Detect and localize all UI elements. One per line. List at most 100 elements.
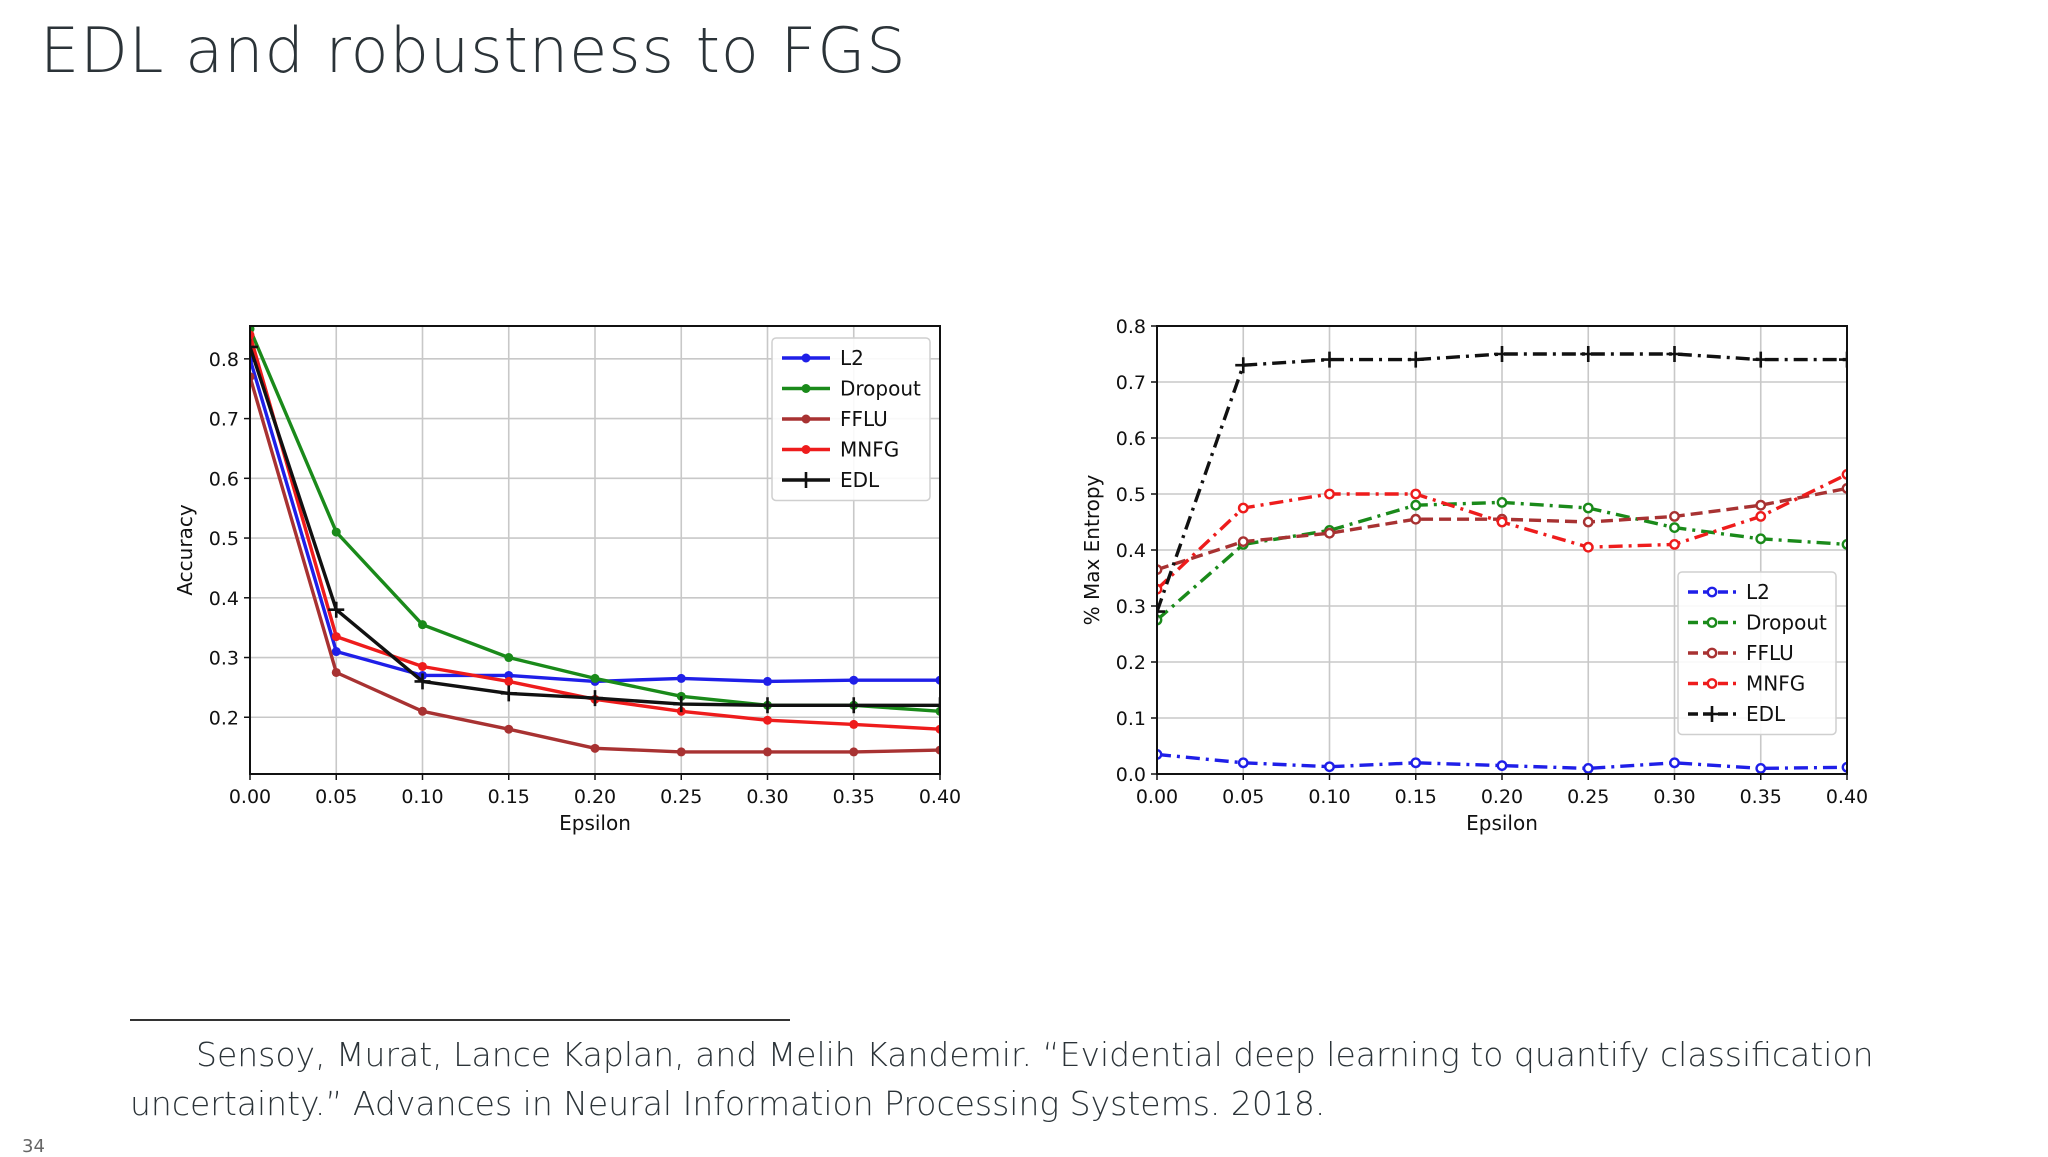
legend-label-mnfg: MNFG	[1746, 672, 1805, 696]
legend-marker-l2	[1706, 586, 1718, 598]
page-number: 34	[22, 1136, 45, 1157]
legend-label-fflu: FFLU	[840, 407, 888, 431]
data-point-edl	[845, 697, 862, 714]
x-tick-label: 0.00	[229, 786, 271, 808]
legend-marker-l2	[801, 353, 811, 363]
x-tick-label: 0.05	[315, 786, 357, 808]
legend-marker-mnfg	[1706, 678, 1718, 689]
data-point-dropout	[1410, 499, 1422, 511]
data-point-edl	[1666, 346, 1683, 362]
data-point-edl	[1407, 351, 1424, 368]
data-point-dropout	[590, 673, 600, 683]
legend-marker-fflu	[1706, 647, 1718, 659]
data-point-fflu	[331, 667, 341, 677]
x-tick-label: 0.30	[1653, 786, 1695, 808]
data-point-edl	[1157, 603, 1165, 620]
data-point-dropout	[1669, 522, 1680, 534]
legend-label-dropout: Dropout	[840, 377, 921, 401]
data-point-edl	[1580, 346, 1597, 362]
data-point-fflu	[849, 747, 859, 757]
x-axis-label: Epsilon	[559, 811, 631, 835]
legend-label-dropout: Dropout	[1746, 611, 1827, 635]
data-point-l2	[1582, 762, 1594, 774]
data-point-fflu	[250, 372, 255, 382]
footnote-rule	[130, 1019, 790, 1021]
x-tick-label: 0.40	[919, 786, 961, 808]
y-tick-label: 0.0	[1116, 764, 1146, 786]
data-point-dropout	[504, 653, 514, 663]
legend-marker-fflu	[801, 414, 811, 424]
accuracy-chart: 0.00 0.05 0.10 0.15 0.20 0.25 0.30 0.35 0.40 0.2 0…	[173, 325, 961, 835]
data-point-edl	[673, 696, 690, 713]
y-tick-label: 0.2	[1116, 652, 1146, 674]
legend-label-l2: L2	[840, 346, 864, 370]
data-point-l2	[1669, 757, 1680, 769]
y-tick-label: 0.3	[1116, 596, 1146, 618]
x-tick-label: 0.10	[1308, 786, 1350, 808]
data-point-l2	[331, 647, 341, 657]
data-point-dropout	[418, 620, 427, 630]
y-tick-label: 0.8	[209, 349, 239, 371]
legend-marker-edl	[1704, 706, 1720, 722]
data-point-fflu	[935, 745, 940, 755]
data-point-edl	[1321, 351, 1338, 368]
data-point-mnfg	[331, 632, 341, 642]
data-point-mnfg	[504, 676, 514, 686]
y-tick-label: 0.7	[209, 409, 239, 431]
data-point-fflu	[418, 706, 427, 716]
data-point-l2	[763, 676, 772, 686]
legend-label-edl: EDL	[1746, 702, 1786, 726]
legend-marker-mnfg	[801, 445, 811, 454]
legend-box	[1677, 571, 1837, 736]
data-point-dropout	[1755, 533, 1767, 545]
data-point-fflu	[763, 747, 772, 757]
y-tick-label: 0.4	[1116, 540, 1146, 562]
y-tick-label: 0.4	[209, 588, 239, 610]
data-point-fflu	[590, 743, 600, 753]
x-tick-label: 0.35	[1740, 786, 1782, 808]
x-tick-label: 0.35	[833, 786, 875, 808]
data-point-edl	[932, 697, 940, 714]
x-tick-label: 0.30	[746, 786, 788, 808]
x-tick-label: 0.25	[660, 786, 702, 808]
data-point-l2	[1755, 762, 1767, 774]
data-point-dropout	[331, 527, 341, 537]
data-point-mnfg	[1755, 510, 1767, 522]
data-point-dropout	[1582, 502, 1594, 514]
data-point-fflu	[1582, 516, 1594, 528]
y-tick-label: 0.8	[1116, 316, 1146, 338]
plot-frame	[1156, 325, 1848, 775]
data-point-edl	[587, 690, 603, 707]
data-point-fflu	[1237, 536, 1249, 548]
data-point-edl	[328, 601, 345, 618]
data-point-edl	[500, 685, 517, 702]
legend-marker-edl	[798, 472, 814, 488]
footnote-citation: Sensoy, Murat, Lance Kaplan, and Melih K…	[130, 1035, 1874, 1123]
data-point-l2	[1496, 760, 1508, 771]
data-point-fflu	[504, 724, 514, 734]
data-point-l2	[676, 673, 686, 683]
legend-label-edl: EDL	[840, 468, 880, 492]
x-tick-label: 0.20	[1481, 786, 1523, 808]
data-point-edl	[1839, 351, 1847, 368]
data-point-fflu	[1410, 513, 1422, 525]
data-point-edl	[250, 338, 258, 355]
legend-label-l2: L2	[1746, 580, 1770, 604]
x-axis-label: Epsilon	[1466, 811, 1538, 835]
y-tick-label: 0.2	[209, 707, 239, 729]
data-point-mnfg	[418, 661, 427, 671]
y-axis-label: Accuracy	[173, 504, 197, 595]
data-point-fflu	[1755, 499, 1767, 511]
data-point-mnfg	[1237, 502, 1249, 514]
data-point-edl	[1752, 351, 1769, 368]
data-point-mnfg	[1582, 541, 1594, 553]
data-point-l2	[1324, 761, 1335, 773]
y-tick-label: 0.6	[1116, 428, 1146, 450]
y-tick-label: 0.7	[1116, 372, 1146, 394]
x-tick-label: 0.40	[1826, 786, 1868, 808]
y-tick-label: 0.6	[209, 468, 239, 490]
x-tick-label: 0.15	[488, 786, 530, 808]
x-tick-label: 0.05	[1222, 786, 1264, 808]
slide-title: EDL and robustness to FGS	[40, 14, 907, 87]
y-axis-label: % Max Entropy	[1080, 474, 1104, 625]
